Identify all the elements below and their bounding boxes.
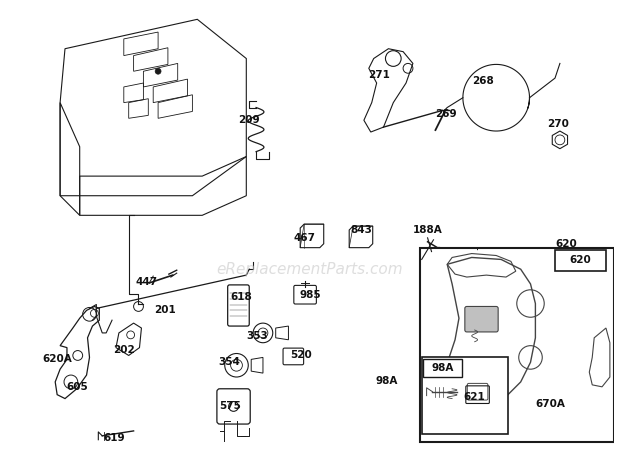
Text: 618: 618 — [231, 292, 252, 302]
Text: 98A: 98A — [375, 376, 397, 386]
Text: 202: 202 — [113, 345, 135, 354]
Text: 619: 619 — [103, 433, 125, 443]
Text: 98A: 98A — [431, 363, 453, 373]
Text: eReplacementParts.com: eReplacementParts.com — [216, 261, 404, 277]
Text: 353: 353 — [246, 331, 268, 341]
Text: 520: 520 — [290, 351, 312, 360]
Text: 270: 270 — [547, 119, 569, 129]
Text: 188A: 188A — [413, 225, 443, 235]
Text: 467: 467 — [293, 233, 315, 243]
Bar — [420, 248, 614, 442]
FancyBboxPatch shape — [465, 306, 498, 332]
Text: 985: 985 — [299, 290, 321, 300]
FancyBboxPatch shape — [555, 249, 606, 271]
Text: 621: 621 — [464, 392, 485, 401]
Text: 605: 605 — [66, 382, 87, 392]
Text: 843: 843 — [350, 225, 372, 235]
Text: 620A: 620A — [42, 354, 72, 365]
Text: 354: 354 — [219, 357, 241, 367]
Text: 209: 209 — [239, 115, 260, 125]
Text: 620: 620 — [570, 255, 591, 265]
Bar — [422, 358, 508, 434]
Text: 447: 447 — [135, 277, 157, 287]
Text: 271: 271 — [368, 70, 389, 80]
Text: 620: 620 — [555, 239, 577, 249]
Circle shape — [155, 68, 161, 74]
Text: 575: 575 — [219, 401, 241, 412]
Text: 201: 201 — [154, 305, 176, 316]
Text: 670A: 670A — [535, 400, 565, 409]
Text: 269: 269 — [435, 109, 457, 119]
Text: 268: 268 — [472, 76, 494, 86]
FancyBboxPatch shape — [423, 359, 462, 377]
